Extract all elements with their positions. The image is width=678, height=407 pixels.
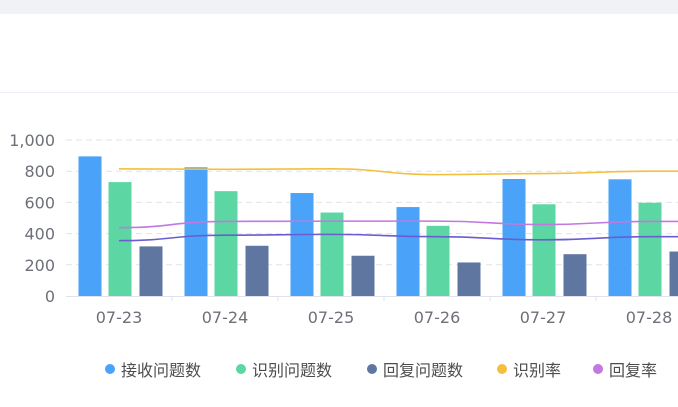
bar <box>352 256 375 296</box>
bar <box>639 203 662 296</box>
legend-item[interactable]: 识别问题数 <box>236 356 332 382</box>
legend-swatch <box>105 364 115 374</box>
y-tick-label: 200 <box>24 256 55 275</box>
legend-item[interactable]: 识别率 <box>497 356 561 382</box>
legend-swatch <box>593 364 603 374</box>
legend-label: 识别问题数 <box>252 357 332 381</box>
x-tick-label: 07-24 <box>202 308 249 327</box>
chart-legend: 接收问题数 识别问题数 回复问题数 识别率 回复率 <box>0 356 678 382</box>
legend-label: 回复率 <box>609 357 657 381</box>
bar <box>564 254 587 296</box>
bar <box>503 179 526 296</box>
bar <box>79 156 102 296</box>
x-tick-label: 07-27 <box>520 308 567 327</box>
y-tick-label: 1,000 <box>9 131 55 150</box>
bar <box>185 167 208 296</box>
legend-label: 回复问题数 <box>383 357 463 381</box>
legend-label: 识别率 <box>513 357 561 381</box>
bar <box>109 182 132 296</box>
x-tick-label: 07-23 <box>96 308 143 327</box>
bar <box>215 191 238 296</box>
y-tick-label: 600 <box>24 193 55 212</box>
legend-swatch <box>497 364 507 374</box>
x-tick-label: 07-28 <box>626 308 673 327</box>
bar <box>291 193 314 296</box>
legend-label: 接收问题数 <box>121 357 201 381</box>
legend-item[interactable]: 回复率 <box>593 356 657 382</box>
legend-item[interactable]: 回复问题数 <box>367 356 463 382</box>
bar <box>321 213 344 296</box>
x-tick-label: 07-25 <box>308 308 355 327</box>
legend-item[interactable]: 接收问题数 <box>105 356 201 382</box>
legend-swatch <box>236 364 246 374</box>
bar <box>533 204 556 296</box>
y-tick-label: 400 <box>24 225 55 244</box>
legend-swatch <box>367 364 377 374</box>
x-tick-label: 07-26 <box>414 308 461 327</box>
bar <box>140 246 163 296</box>
bar <box>670 252 678 296</box>
bar <box>458 262 481 296</box>
bar <box>246 246 269 296</box>
y-tick-label: 800 <box>24 162 55 181</box>
y-tick-label: 0 <box>45 287 55 306</box>
